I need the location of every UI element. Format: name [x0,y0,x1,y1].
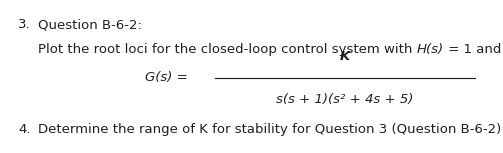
Text: Determine the range of K for stability for Question 3 (Question B-6-2): Determine the range of K for stability f… [38,123,501,136]
Text: K: K [340,50,350,62]
Text: Question B-6-2:: Question B-6-2: [38,18,142,31]
Text: s(s + 1)(s² + 4s + 5): s(s + 1)(s² + 4s + 5) [276,93,413,106]
Text: Plot the root loci for the closed-loop control system with: Plot the root loci for the closed-loop c… [38,43,416,56]
Text: G(s) =: G(s) = [145,71,188,84]
Text: = 1 and: = 1 and [444,43,501,56]
Text: H(s): H(s) [416,43,444,56]
Text: 3.: 3. [18,18,31,31]
Text: 4.: 4. [18,123,31,136]
